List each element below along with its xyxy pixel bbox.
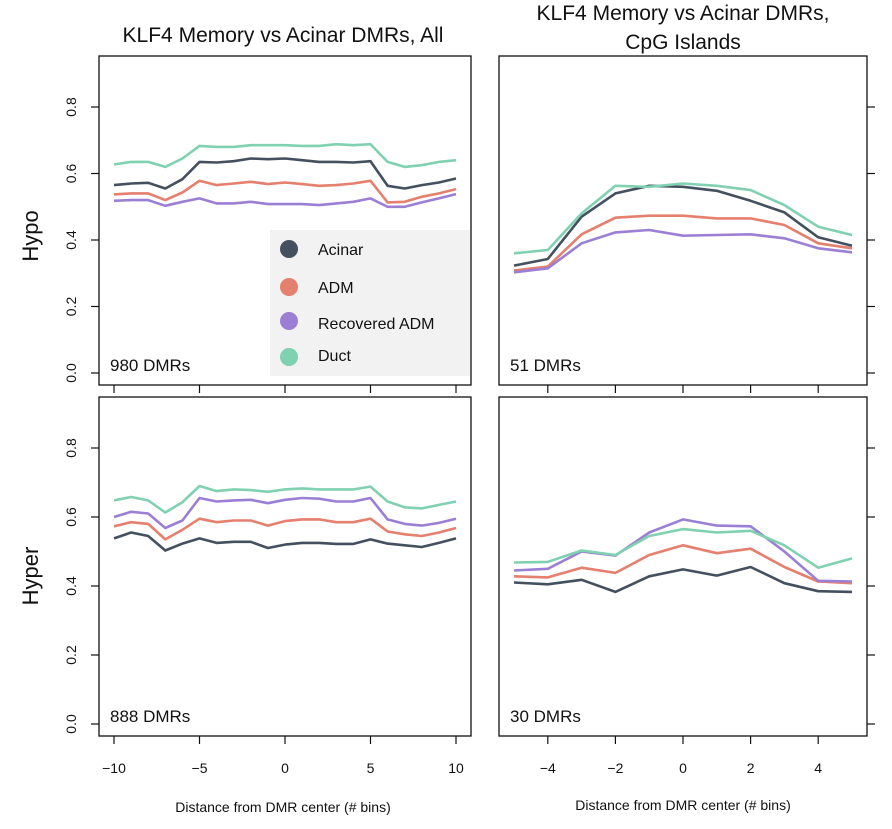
panel-hyper-cpg: −4 −2 0 2 4 30 DMRs xyxy=(498,396,875,776)
legend-label-acinar: Acinar xyxy=(318,242,364,259)
x-tick-label: −4 xyxy=(540,760,556,776)
title-left: KLF4 Memory vs Acinar DMRs, All xyxy=(123,24,444,47)
y-tick-label: 0.8 xyxy=(63,97,79,117)
dmr-count-label: 888 DMRs xyxy=(110,707,190,726)
legend-background xyxy=(270,230,470,376)
dmr-count-label: 980 DMRs xyxy=(110,356,190,375)
series-line-recovered-adm xyxy=(113,192,457,209)
panel-frame xyxy=(98,396,472,737)
x-tick-label: 5 xyxy=(367,760,375,776)
series-line-duct xyxy=(513,182,853,255)
series-line-adm xyxy=(113,517,457,541)
series-line-duct xyxy=(513,527,853,570)
y-tick-label: 0.6 xyxy=(63,164,79,184)
series-line-acinar xyxy=(513,184,853,267)
series-line-duct xyxy=(113,484,457,514)
series-line-recovered-adm xyxy=(513,518,853,583)
row-label-hypo: Hypo xyxy=(18,210,43,261)
x-axis-label-left: Distance from DMR center (# bins) xyxy=(175,799,391,815)
series-line-recovered-adm xyxy=(513,228,853,274)
x-tick-label: −10 xyxy=(102,760,126,776)
series-line-adm xyxy=(113,179,457,204)
x-tick-label: 0 xyxy=(281,760,289,776)
panel-hypo-cpg: 51 DMRs xyxy=(498,55,875,393)
series-line-adm xyxy=(513,543,853,585)
legend-marker-adm xyxy=(280,278,298,296)
legend-entry-duct: Duct xyxy=(280,348,351,366)
y-tick-label: 0.2 xyxy=(63,645,79,665)
legend-marker-duct xyxy=(280,348,298,366)
row-label-hyper: Hyper xyxy=(18,547,43,606)
x-tick-label: 10 xyxy=(448,760,464,776)
panel-hyper-all: 0.0 0.2 0.4 0.6 0.8 −10 −5 0 5 10 888 DMRs xyxy=(63,396,472,776)
x-tick-label: 0 xyxy=(679,760,687,776)
panel-hypo-all: 0.0 0.2 0.4 0.6 0.8 980 DMRs xyxy=(63,55,472,393)
x-tick-label: −2 xyxy=(607,760,623,776)
series-line-acinar xyxy=(513,565,853,594)
legend-marker-recovered-adm xyxy=(280,312,298,330)
x-axis-label-right: Distance from DMR center (# bins) xyxy=(575,797,791,813)
panel-frame xyxy=(498,55,868,386)
series-line-acinar xyxy=(113,157,457,190)
dmr-count-label: 30 DMRs xyxy=(510,707,581,726)
legend-entry-adm: ADM xyxy=(280,278,354,297)
series-line-recovered-adm xyxy=(113,496,457,530)
dmr-count-label: 51 DMRs xyxy=(510,356,581,375)
legend: Acinar ADM Recovered ADM Duct xyxy=(270,230,470,376)
legend-label-adm: ADM xyxy=(318,280,354,297)
series-line-adm xyxy=(513,214,853,272)
y-tick-label: 0.0 xyxy=(63,363,79,383)
series-line-duct xyxy=(113,142,457,169)
legend-marker-acinar xyxy=(280,240,298,258)
y-tick-label: 0.2 xyxy=(63,297,79,317)
y-tick-label: 0.4 xyxy=(63,576,79,596)
x-tick-label: −5 xyxy=(192,760,208,776)
y-tick-label: 0.6 xyxy=(63,507,79,527)
legend-entry-acinar: Acinar xyxy=(280,240,364,259)
title-right-line2: CpG Islands xyxy=(625,31,741,54)
y-tick-label: 0.8 xyxy=(63,438,79,458)
y-tick-label: 0.0 xyxy=(63,714,79,734)
legend-label-duct: Duct xyxy=(318,348,351,365)
legend-label-recovered-adm: Recovered ADM xyxy=(318,316,435,333)
y-tick-label: 0.4 xyxy=(63,230,79,250)
x-tick-label: 4 xyxy=(814,760,822,776)
x-tick-label: 2 xyxy=(747,760,755,776)
series-line-acinar xyxy=(113,531,457,552)
legend-entry-recovered-adm: Recovered ADM xyxy=(280,312,435,333)
title-right-line1: KLF4 Memory vs Acinar DMRs, xyxy=(537,2,830,25)
